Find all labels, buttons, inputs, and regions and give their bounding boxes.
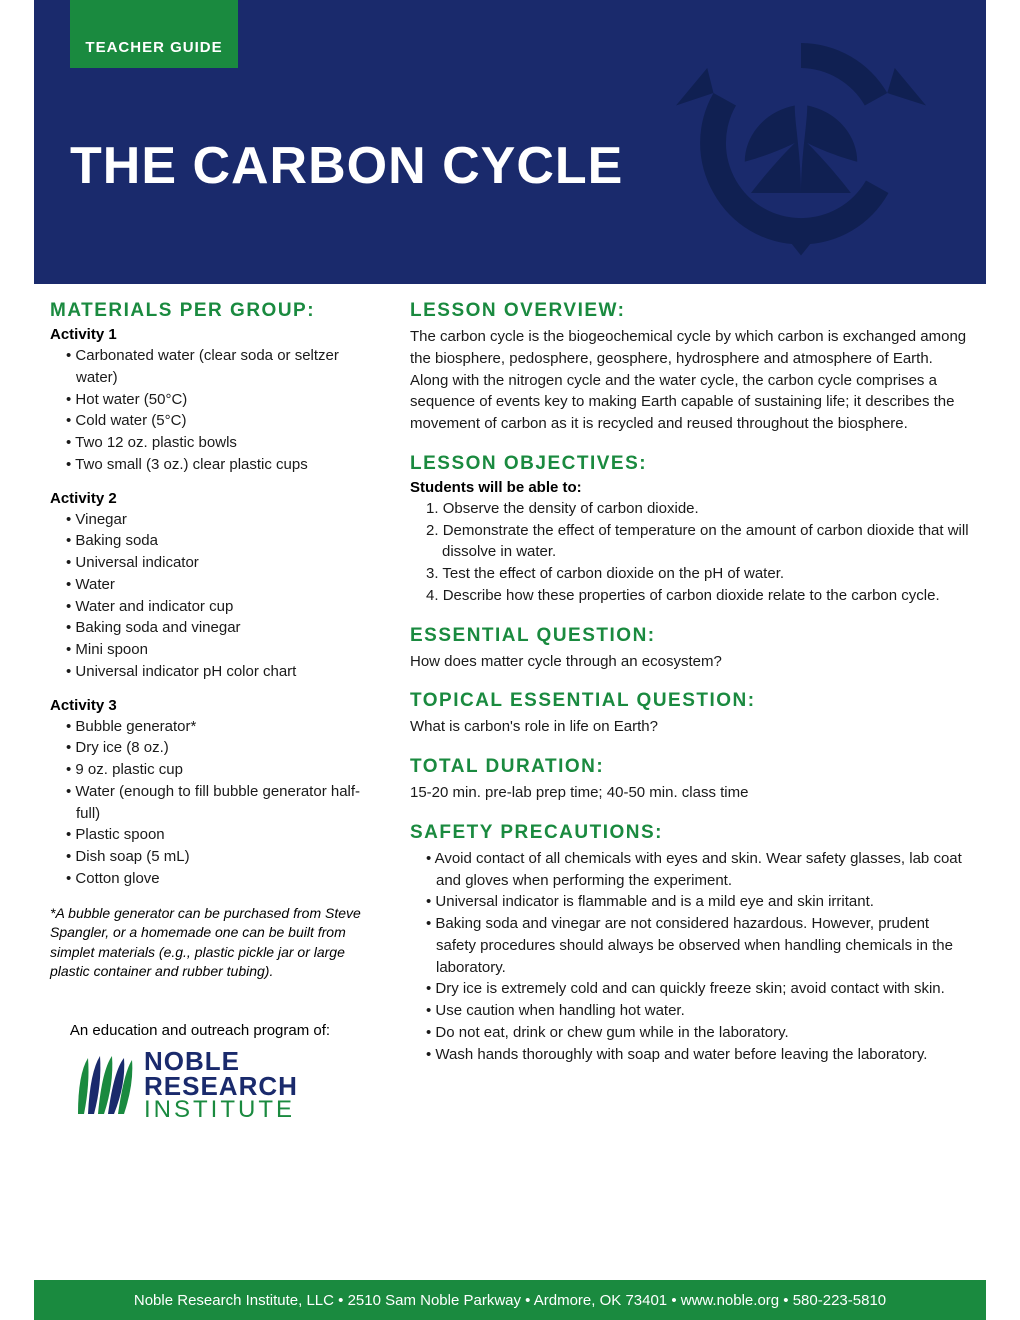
teacher-guide-tab: TEACHER GUIDE: [70, 0, 238, 68]
activity2-list: VinegarBaking sodaUniversal indicatorWat…: [50, 509, 380, 683]
safety-list: Avoid contact of all chemicals with eyes…: [410, 848, 970, 1066]
activity1-list: Carbonated water (clear soda or seltzer …: [50, 345, 380, 476]
logo-icon: [74, 1054, 134, 1118]
noble-logo: NOBLE RESEARCH INSTITUTE: [50, 1049, 380, 1122]
program-line: An education and outreach program of:: [50, 1022, 380, 1039]
list-item: 9 oz. plastic cup: [72, 759, 380, 781]
activity3-list: Bubble generator*Dry ice (8 oz.)9 oz. pl…: [50, 716, 380, 890]
activity1-label: Activity 1: [50, 326, 380, 343]
list-item: Demonstrate the effect of temperature on…: [438, 520, 970, 564]
list-item: Do not eat, drink or chew gum while in t…: [432, 1022, 970, 1044]
list-item: Carbonated water (clear soda or seltzer …: [72, 345, 380, 389]
list-item: Mini spoon: [72, 639, 380, 661]
page-title: THE CARBON CYCLE: [70, 136, 623, 196]
duration-heading: TOTAL DURATION:: [410, 756, 970, 778]
safety-heading: SAFETY PRECAUTIONS:: [410, 822, 970, 844]
list-item: Dry ice is extremely cold and can quickl…: [432, 978, 970, 1000]
list-item: Universal indicator: [72, 552, 380, 574]
list-item: Bubble generator*: [72, 716, 380, 738]
list-item: Cold water (5°C): [72, 410, 380, 432]
objectives-list: Observe the density of carbon dioxide.De…: [410, 498, 970, 607]
logo-line3: INSTITUTE: [144, 1098, 298, 1122]
objectives-sub: Students will be able to:: [410, 479, 970, 496]
list-item: Water (enough to fill bubble generator h…: [72, 781, 380, 825]
list-item: Baking soda: [72, 530, 380, 552]
list-item: Plastic spoon: [72, 824, 380, 846]
topical-heading: TOPICAL ESSENTIAL QUESTION:: [410, 690, 970, 712]
duration-text: 15-20 min. pre-lab prep time; 40-50 min.…: [410, 782, 970, 804]
content-area: MATERIALS PER GROUP: Activity 1 Carbonat…: [50, 300, 970, 1260]
list-item: Universal indicator pH color chart: [72, 661, 380, 683]
list-item: Wash hands thoroughly with soap and wate…: [432, 1044, 970, 1066]
list-item: Baking soda and vinegar are not consider…: [432, 913, 970, 978]
materials-footnote: *A bubble generator can be purchased fro…: [50, 904, 380, 982]
list-item: Universal indicator is flammable and is …: [432, 891, 970, 913]
list-item: Cotton glove: [72, 868, 380, 890]
list-item: Water and indicator cup: [72, 596, 380, 618]
list-item: Dish soap (5 mL): [72, 846, 380, 868]
list-item: Dry ice (8 oz.): [72, 737, 380, 759]
materials-heading: MATERIALS PER GROUP:: [50, 300, 380, 322]
logo-line1: NOBLE: [144, 1049, 298, 1074]
list-item: Use caution when handling hot water.: [432, 1000, 970, 1022]
essential-heading: ESSENTIAL QUESTION:: [410, 625, 970, 647]
list-item: Avoid contact of all chemicals with eyes…: [432, 848, 970, 892]
footer-bar: Noble Research Institute, LLC • 2510 Sam…: [34, 1280, 986, 1320]
activity3-label: Activity 3: [50, 697, 380, 714]
recycle-plant-icon: [676, 18, 926, 268]
essential-text: How does matter cycle through an ecosyst…: [410, 651, 970, 673]
list-item: Describe how these properties of carbon …: [438, 585, 970, 607]
topical-text: What is carbon's role in life on Earth?: [410, 716, 970, 738]
overview-heading: LESSON OVERVIEW:: [410, 300, 970, 322]
list-item: Two small (3 oz.) clear plastic cups: [72, 454, 380, 476]
overview-text: The carbon cycle is the biogeochemical c…: [410, 326, 970, 435]
logo-line2: RESEARCH: [144, 1074, 298, 1099]
list-item: Water: [72, 574, 380, 596]
list-item: Vinegar: [72, 509, 380, 531]
list-item: Test the effect of carbon dioxide on the…: [438, 563, 970, 585]
list-item: Hot water (50°C): [72, 389, 380, 411]
list-item: Observe the density of carbon dioxide.: [438, 498, 970, 520]
list-item: Baking soda and vinegar: [72, 617, 380, 639]
activity2-label: Activity 2: [50, 490, 380, 507]
list-item: Two 12 oz. plastic bowls: [72, 432, 380, 454]
objectives-heading: LESSON OBJECTIVES:: [410, 453, 970, 475]
